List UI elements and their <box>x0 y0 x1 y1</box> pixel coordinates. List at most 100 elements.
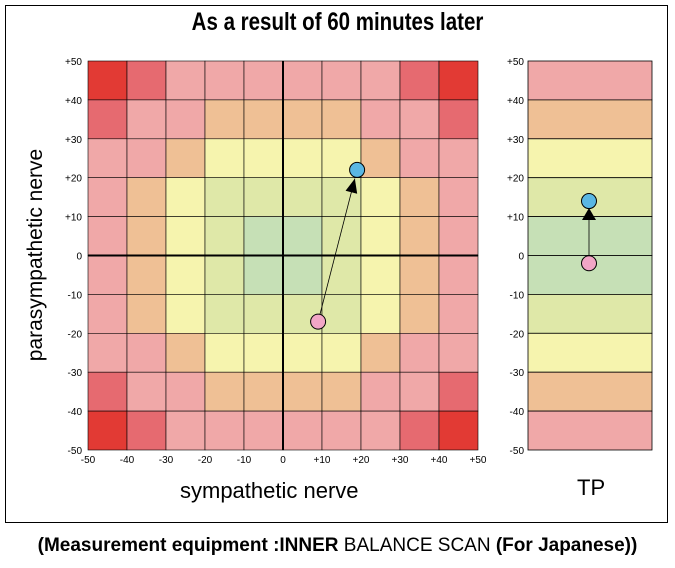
heatmap-cell <box>243 410 284 451</box>
heatmap-cell <box>399 177 440 217</box>
tp-tick-label: +50 <box>507 57 524 68</box>
heatmap-cell <box>321 294 362 334</box>
heatmap-cell <box>165 294 206 334</box>
tp-band <box>527 60 653 101</box>
heatmap-cell <box>204 371 245 412</box>
heatmap-cell <box>282 255 323 295</box>
heatmap-cell <box>165 99 206 140</box>
heatmap-cell <box>165 138 206 179</box>
heatmap-cell <box>360 294 401 334</box>
tp-point-after <box>581 193 597 210</box>
heatmap-cell <box>204 177 245 217</box>
heatmap-cell <box>126 255 167 295</box>
y-tick-label: -50 <box>68 446 83 457</box>
x-axis-label: sympathetic nerve <box>180 478 359 503</box>
heatmap-cell <box>360 60 401 101</box>
heatmap-cell <box>438 294 479 334</box>
heatmap-cell <box>282 410 323 451</box>
heatmap-cell <box>87 294 128 334</box>
heatmap-cell <box>243 255 284 295</box>
heatmap-cell <box>282 60 323 101</box>
heatmap-cell <box>243 216 284 256</box>
heatmap-cell <box>360 216 401 256</box>
heatmap-cell <box>165 371 206 412</box>
heatmap-cell <box>165 177 206 217</box>
tp-band <box>527 332 653 373</box>
heatmap-cell <box>282 138 323 179</box>
heatmap-cell <box>360 371 401 412</box>
heatmap-cell <box>243 371 284 412</box>
tp-band <box>527 410 653 451</box>
heatmap-cell <box>321 99 362 140</box>
y-tick-label: -40 <box>68 407 83 418</box>
heatmap-cell <box>438 371 479 412</box>
heatmap-cell <box>243 177 284 217</box>
heatmap-cell <box>165 60 206 101</box>
tp-tick-label: -20 <box>510 329 525 340</box>
point-after <box>349 161 366 178</box>
heatmap-cell <box>126 177 167 217</box>
heatmap-cell <box>87 177 128 217</box>
heatmap-cell <box>438 255 479 295</box>
heatmap-cell <box>126 332 167 373</box>
heatmap-cell <box>282 216 323 256</box>
heatmap-cell <box>321 410 362 451</box>
y-tick-label: -30 <box>68 368 83 379</box>
heatmap-cell <box>204 60 245 101</box>
heatmap-cell <box>204 332 245 373</box>
heatmap-cell <box>399 99 440 140</box>
heatmap-cell <box>321 255 362 295</box>
heatmap-cell <box>204 138 245 179</box>
heatmap-cell <box>126 60 167 101</box>
heatmap-cell <box>399 371 440 412</box>
heatmap-cell <box>438 138 479 179</box>
heatmap-cell <box>87 99 128 140</box>
heatmap-cell <box>243 99 284 140</box>
heatmap-cell <box>321 371 362 412</box>
x-tick-label: -20 <box>198 455 213 466</box>
y-tick-label: +40 <box>65 96 82 107</box>
heatmap-cell <box>87 332 128 373</box>
heatmap-cell <box>438 332 479 373</box>
heatmap-cell <box>438 410 479 451</box>
heatmap-cell <box>438 216 479 256</box>
heatmap-cell <box>204 294 245 334</box>
heatmap-cell <box>87 255 128 295</box>
heatmap-cell <box>87 60 128 101</box>
heatmap-cell <box>204 216 245 256</box>
heatmap-cell <box>165 410 206 451</box>
tp-band <box>527 99 653 140</box>
heatmap-cell <box>282 332 323 373</box>
heatmap-cell <box>360 99 401 140</box>
heatmap-cell <box>360 177 401 217</box>
tp-band <box>527 138 653 179</box>
change-arrow-head <box>345 178 358 194</box>
heatmap-cell <box>360 332 401 373</box>
y-tick-label: +20 <box>65 174 82 185</box>
heatmap-cell <box>126 216 167 256</box>
x-tick-label: +10 <box>314 455 331 466</box>
chart-frame <box>5 5 668 523</box>
heatmap-cell <box>126 138 167 179</box>
heatmap-cell <box>204 255 245 295</box>
x-tick-label: -30 <box>159 455 174 466</box>
heatmap-cell <box>438 60 479 101</box>
tp-band <box>527 293 653 334</box>
x-tick-label: -50 <box>81 455 96 466</box>
tp-tick-label: -30 <box>510 368 525 379</box>
tp-tick-label: -10 <box>510 290 525 301</box>
heatmap-cell <box>87 138 128 179</box>
tp-tick-label: +40 <box>507 96 524 107</box>
heatmap-cell <box>126 99 167 140</box>
heatmap-cell <box>204 99 245 140</box>
tp-tick-label: 0 <box>518 252 524 263</box>
heatmap-cell <box>321 216 362 256</box>
x-tick-label: +30 <box>392 455 409 466</box>
heatmap-cell <box>321 332 362 373</box>
heatmap-cell <box>360 138 401 179</box>
heatmap-cell <box>243 60 284 101</box>
y-axis-label: parasympathetic nerve <box>24 148 47 362</box>
heatmap-cell <box>243 294 284 334</box>
heatmap-cell <box>126 371 167 412</box>
